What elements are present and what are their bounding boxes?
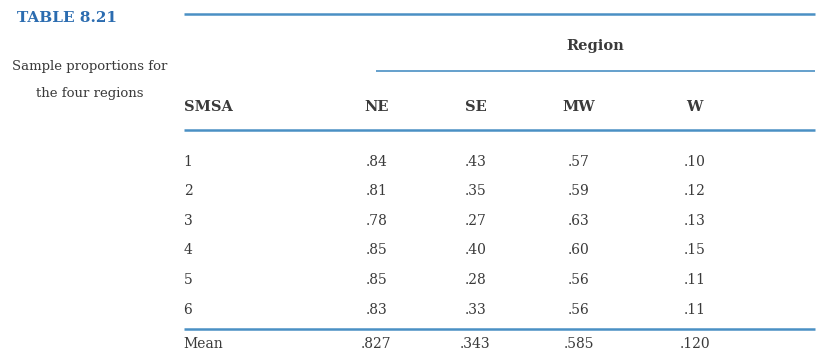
Text: .56: .56: [568, 273, 590, 288]
Text: .81: .81: [366, 184, 387, 198]
Text: .85: .85: [366, 243, 387, 257]
Text: .57: .57: [568, 154, 590, 169]
Text: .11: .11: [684, 273, 705, 288]
Text: TABLE 8.21: TABLE 8.21: [17, 11, 117, 24]
Text: 5: 5: [184, 273, 193, 288]
Text: W: W: [686, 99, 703, 114]
Text: SE: SE: [465, 99, 486, 114]
Text: 3: 3: [184, 214, 193, 228]
Text: .59: .59: [568, 184, 590, 198]
Text: 2: 2: [184, 184, 193, 198]
Text: SMSA: SMSA: [184, 99, 232, 114]
Text: .43: .43: [465, 154, 486, 169]
Text: .10: .10: [684, 154, 705, 169]
Text: .56: .56: [568, 303, 590, 317]
Text: NE: NE: [364, 99, 389, 114]
Text: .343: .343: [460, 337, 491, 351]
Text: .78: .78: [366, 214, 387, 228]
Text: .28: .28: [465, 273, 486, 288]
Text: Region: Region: [566, 39, 624, 53]
Text: .60: .60: [568, 243, 590, 257]
Text: .13: .13: [684, 214, 705, 228]
Text: Mean: Mean: [184, 337, 223, 351]
Text: .12: .12: [684, 184, 705, 198]
Text: .15: .15: [684, 243, 705, 257]
Text: .33: .33: [465, 303, 486, 317]
Text: 1: 1: [184, 154, 193, 169]
Text: .83: .83: [366, 303, 387, 317]
Text: .40: .40: [465, 243, 486, 257]
Text: .35: .35: [465, 184, 486, 198]
Text: Sample proportions for: Sample proportions for: [12, 60, 167, 73]
Text: .84: .84: [366, 154, 387, 169]
Text: the four regions: the four regions: [36, 87, 143, 100]
Text: .63: .63: [568, 214, 590, 228]
Text: .827: .827: [361, 337, 392, 351]
Text: MW: MW: [562, 99, 595, 114]
Text: .85: .85: [366, 273, 387, 288]
Text: .120: .120: [679, 337, 710, 351]
Text: .27: .27: [465, 214, 486, 228]
Text: 6: 6: [184, 303, 193, 317]
Text: .11: .11: [684, 303, 705, 317]
Text: .585: .585: [564, 337, 594, 351]
Text: 4: 4: [184, 243, 193, 257]
